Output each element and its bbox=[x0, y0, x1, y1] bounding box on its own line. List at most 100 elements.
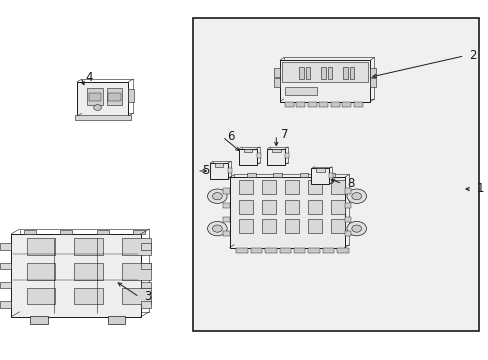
Bar bbox=[26, 288, 55, 305]
Bar bbox=[321, 67, 325, 79]
Bar bbox=[222, 230, 229, 236]
Bar bbox=[222, 188, 229, 194]
Text: 3: 3 bbox=[144, 291, 151, 303]
Bar bbox=[30, 316, 47, 324]
Circle shape bbox=[207, 221, 226, 236]
Bar bbox=[370, 78, 376, 87]
Bar bbox=[141, 301, 151, 307]
Bar bbox=[307, 220, 321, 234]
Bar bbox=[283, 57, 374, 99]
Bar bbox=[370, 68, 376, 77]
Bar bbox=[82, 79, 133, 113]
Bar bbox=[307, 102, 316, 107]
Bar bbox=[0, 301, 11, 307]
Bar bbox=[74, 238, 103, 255]
Bar bbox=[106, 88, 122, 105]
Bar bbox=[273, 68, 279, 77]
Bar bbox=[344, 202, 350, 208]
Bar bbox=[330, 180, 344, 194]
Bar bbox=[222, 202, 229, 208]
Bar bbox=[336, 248, 348, 253]
Text: 4: 4 bbox=[85, 71, 93, 84]
Bar bbox=[311, 168, 328, 184]
Circle shape bbox=[207, 189, 226, 203]
Bar bbox=[353, 102, 362, 107]
Circle shape bbox=[351, 193, 361, 200]
Bar bbox=[330, 200, 344, 214]
Text: 1: 1 bbox=[476, 183, 483, 195]
Text: 8: 8 bbox=[346, 177, 354, 190]
Bar bbox=[307, 180, 321, 194]
Bar bbox=[26, 263, 55, 279]
Bar bbox=[20, 229, 149, 312]
Bar bbox=[256, 153, 260, 158]
Bar bbox=[210, 163, 227, 179]
Bar bbox=[325, 173, 334, 177]
Bar bbox=[0, 262, 11, 269]
Bar bbox=[270, 147, 287, 163]
Bar bbox=[271, 149, 280, 152]
Bar bbox=[296, 102, 305, 107]
Bar bbox=[327, 67, 331, 79]
Bar bbox=[60, 230, 72, 234]
Circle shape bbox=[346, 189, 366, 203]
Bar bbox=[299, 173, 308, 177]
Bar bbox=[267, 149, 285, 165]
Bar bbox=[284, 102, 293, 107]
Bar bbox=[281, 62, 368, 82]
Bar bbox=[261, 180, 275, 194]
Text: 5: 5 bbox=[202, 165, 209, 177]
Bar bbox=[239, 149, 256, 165]
Bar bbox=[307, 248, 319, 253]
Bar bbox=[141, 282, 151, 288]
Bar bbox=[122, 263, 151, 279]
Bar bbox=[285, 153, 288, 158]
Bar bbox=[284, 180, 298, 194]
Bar bbox=[74, 115, 130, 120]
Bar bbox=[305, 67, 309, 79]
Bar bbox=[293, 248, 305, 253]
Circle shape bbox=[212, 193, 222, 200]
Bar bbox=[234, 174, 348, 245]
Circle shape bbox=[212, 225, 222, 232]
Bar bbox=[261, 220, 275, 234]
Bar bbox=[328, 173, 332, 178]
Bar bbox=[122, 288, 151, 305]
Bar bbox=[344, 230, 350, 236]
Bar bbox=[0, 282, 11, 288]
Bar bbox=[299, 67, 303, 79]
Bar bbox=[133, 230, 145, 234]
Bar bbox=[141, 243, 151, 250]
Bar bbox=[89, 93, 101, 102]
Bar bbox=[213, 161, 230, 177]
Bar bbox=[141, 262, 151, 269]
Text: 7: 7 bbox=[281, 129, 288, 141]
Bar bbox=[122, 238, 151, 255]
Bar bbox=[238, 200, 252, 214]
Text: 2: 2 bbox=[468, 49, 476, 62]
Bar bbox=[279, 60, 370, 102]
Bar bbox=[342, 102, 351, 107]
Bar bbox=[236, 248, 247, 253]
Bar bbox=[284, 220, 298, 234]
Bar bbox=[344, 217, 350, 222]
Bar bbox=[307, 200, 321, 214]
Bar bbox=[261, 200, 275, 214]
Bar bbox=[0, 243, 11, 250]
Bar bbox=[343, 67, 347, 79]
Bar bbox=[243, 149, 252, 152]
Bar bbox=[314, 167, 331, 183]
Bar bbox=[315, 168, 324, 172]
Bar bbox=[193, 18, 478, 331]
Circle shape bbox=[346, 221, 366, 236]
Bar bbox=[24, 230, 36, 234]
Bar bbox=[229, 177, 344, 248]
Text: 6: 6 bbox=[227, 130, 234, 143]
Bar bbox=[242, 147, 259, 163]
Bar bbox=[227, 168, 231, 172]
Bar bbox=[96, 230, 108, 234]
Bar bbox=[214, 163, 223, 167]
Bar bbox=[222, 217, 229, 222]
Bar bbox=[238, 180, 252, 194]
Bar bbox=[264, 248, 276, 253]
